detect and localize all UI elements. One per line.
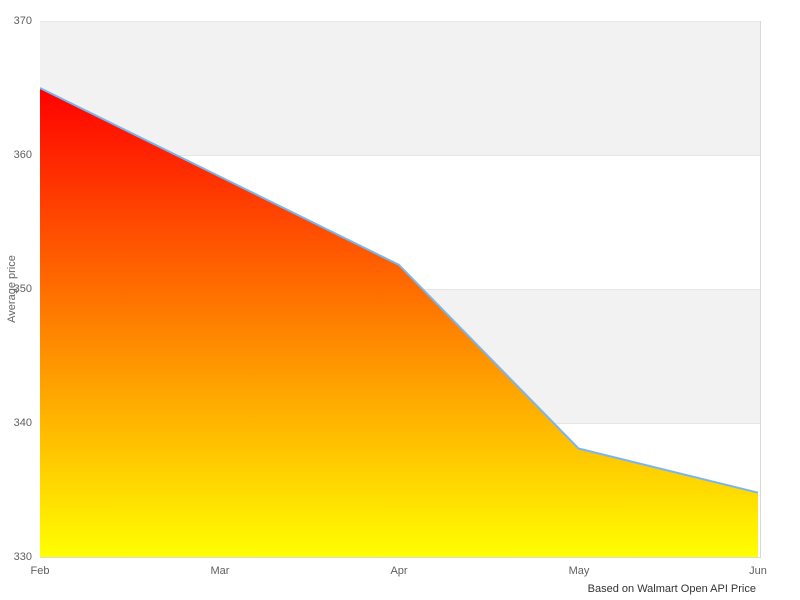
gridline-370: [40, 21, 760, 22]
y-axis-tick-360: 360: [13, 149, 32, 161]
chart-caption: Based on Walmart Open API Price: [587, 583, 756, 595]
x-axis-tick-jun: Jun: [749, 565, 767, 577]
x-axis-tick-feb: Feb: [30, 565, 50, 577]
y-axis-tick-370: 370: [13, 15, 32, 27]
x-axis-tick-may: May: [568, 565, 590, 577]
price-area-series[interactable]: [40, 21, 760, 557]
y-axis-tick-330: 330: [13, 551, 32, 563]
y-axis-tick-340: 340: [13, 417, 32, 429]
grid-band-360-370: [40, 21, 760, 155]
y-axis-tick-350: 350: [13, 283, 32, 295]
y-axis-title: Average price: [6, 255, 18, 323]
x-axis-tick-apr: Apr: [390, 565, 408, 577]
x-axis-tick-mar: Mar: [210, 565, 230, 577]
gridline-360: [40, 155, 760, 156]
plot-area: [40, 21, 761, 558]
